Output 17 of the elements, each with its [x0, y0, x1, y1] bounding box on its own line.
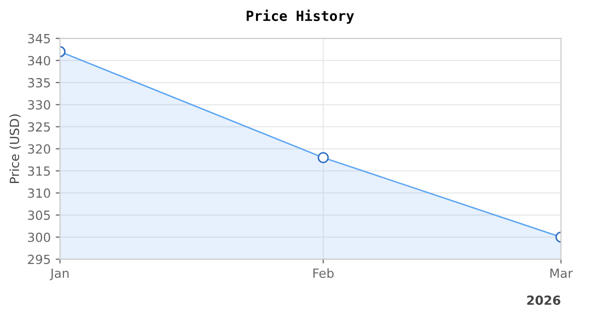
y-tick-label: 335	[28, 78, 50, 88]
y-tick-label: 295	[28, 254, 50, 264]
y-tick-label: 340	[28, 56, 50, 66]
y-tick-label: 345	[28, 34, 50, 44]
y-tick-label: 330	[28, 100, 50, 110]
chart-title: Price History	[246, 10, 354, 24]
y-tick-label: 315	[28, 166, 50, 176]
x-tick-label: Mar	[550, 268, 573, 278]
x-tick-label: Jan	[50, 268, 69, 280]
x-tick-label: Feb	[313, 268, 334, 278]
y-tick-label: 320	[28, 144, 50, 154]
y-axis-title: Price (USD)	[9, 114, 21, 184]
y-tick-label: 305	[28, 210, 50, 220]
text: 2026	[527, 296, 560, 305]
y-tick-label: 325	[28, 122, 50, 132]
y-tick-label: 310	[28, 188, 50, 198]
y-tick-label: 300	[28, 232, 50, 242]
